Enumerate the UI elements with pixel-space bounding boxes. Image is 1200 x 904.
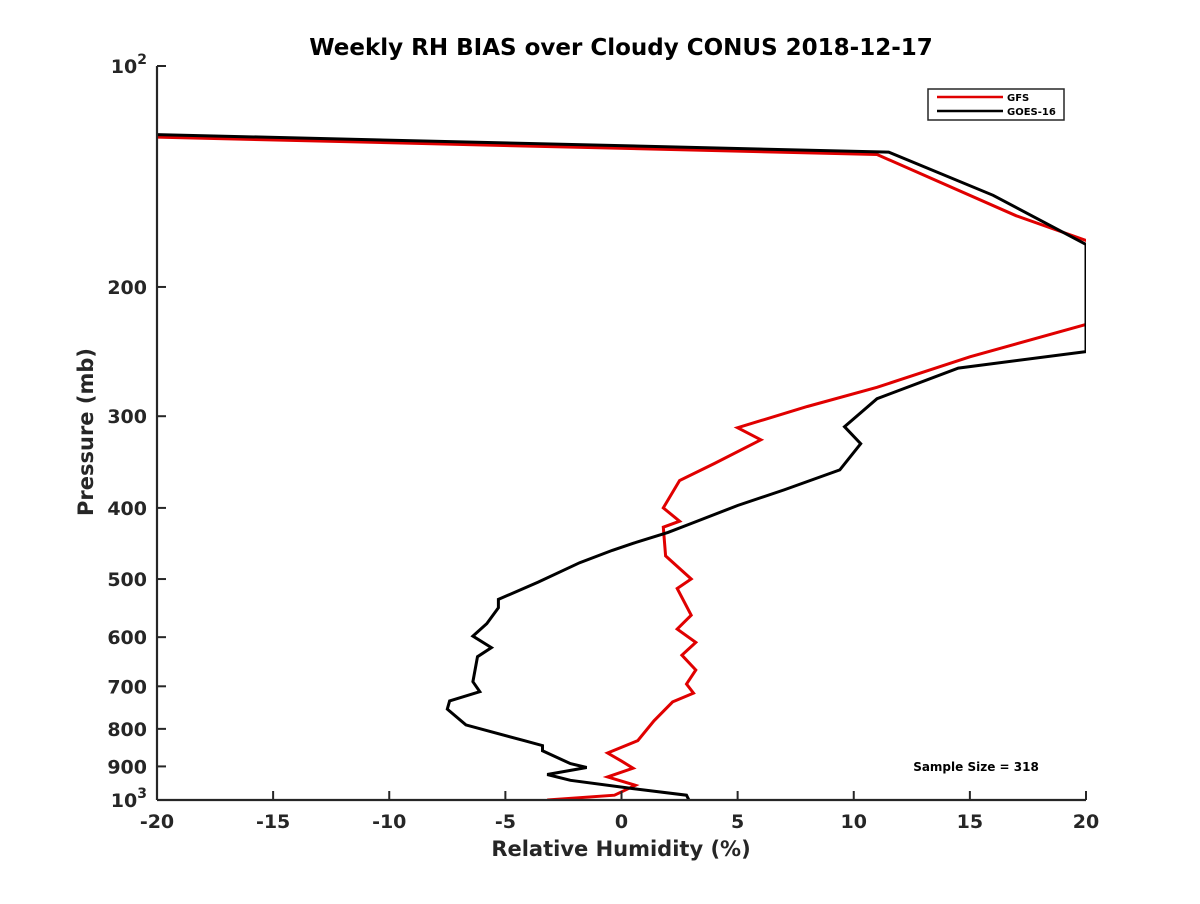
x-tick-label: 15 xyxy=(957,811,983,833)
y-tick-label: 300 xyxy=(107,406,147,428)
y-tick-label: 200 xyxy=(107,277,147,299)
x-tick-label: 0 xyxy=(615,811,628,833)
legend-box xyxy=(927,88,1065,121)
x-tick-label: 5 xyxy=(731,811,744,833)
y-tick-label: 103 xyxy=(111,786,147,812)
x-tick-label: 20 xyxy=(1073,811,1099,833)
y-tick-label: 900 xyxy=(107,756,147,778)
x-tick-label: 10 xyxy=(841,811,867,833)
series-line-gfs xyxy=(157,135,1086,800)
chart-title: Weekly RH BIAS over Cloudy CONUS 2018-12… xyxy=(309,35,933,61)
y-tick-label: 700 xyxy=(107,676,147,698)
x-axis-label: Relative Humidity (%) xyxy=(491,837,750,861)
series-layer xyxy=(157,133,1086,800)
legend-label-goes16: GOES-16 xyxy=(1007,107,1056,118)
y-tick-label: 102 xyxy=(111,52,147,78)
x-tick-label: -15 xyxy=(256,811,290,833)
y-tick-label: 500 xyxy=(107,569,147,591)
axes-layer: -20 -15 -10 -5 0 5 10 15 20 102 200 300 400 500 600 700… xyxy=(107,52,1099,833)
x-tick-label: -10 xyxy=(372,811,406,833)
x-tick-label: -20 xyxy=(140,811,174,833)
y-tick-label: 400 xyxy=(107,498,147,520)
y-tick-label: 800 xyxy=(107,719,147,741)
x-tick-label: -5 xyxy=(495,811,516,833)
legend-label-gfs: GFS xyxy=(1007,93,1029,104)
series-line-goes16 xyxy=(157,133,1086,800)
y-axis-label: Pressure (mb) xyxy=(74,348,98,516)
sample-size-annotation: Sample Size = 318 xyxy=(913,760,1039,774)
legend: GFS GOES-16 xyxy=(927,88,1065,121)
y-tick-label: 600 xyxy=(107,627,147,649)
